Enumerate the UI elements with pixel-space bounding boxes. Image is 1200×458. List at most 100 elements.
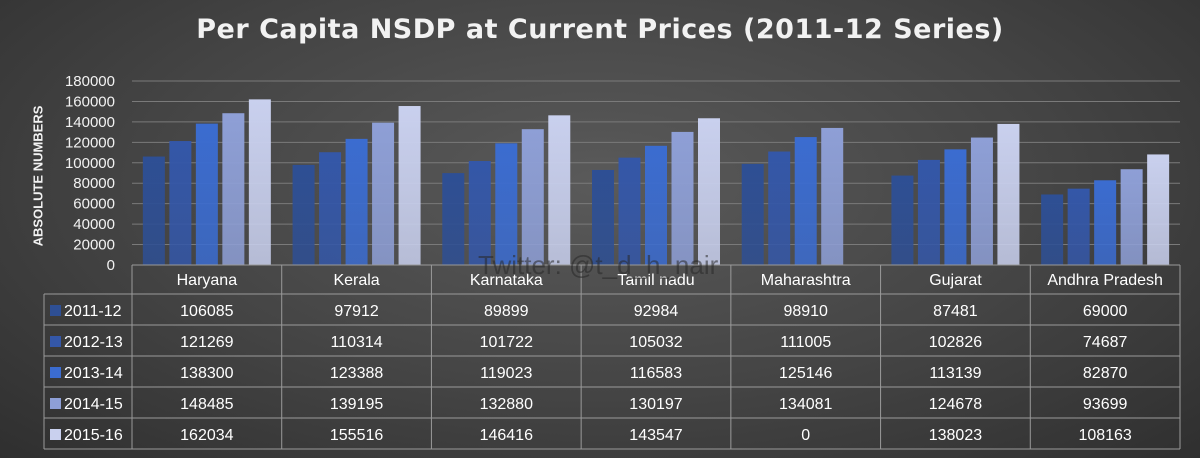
data-label: 138300: [180, 365, 233, 382]
bar: [319, 152, 342, 265]
bar: [997, 123, 1020, 265]
data-label: 82870: [1083, 365, 1128, 382]
bar: [1067, 188, 1090, 265]
data-label: 97912: [334, 303, 379, 320]
bar: [821, 127, 844, 265]
data-label: 155516: [330, 427, 383, 444]
data-label: 89899: [484, 303, 529, 320]
data-label: 108163: [1078, 427, 1131, 444]
data-label: 0: [801, 427, 810, 444]
y-tick-label: 80000: [73, 175, 115, 192]
data-label: 121269: [180, 334, 233, 351]
category-label: Haryana: [177, 272, 238, 289]
bar: [398, 106, 421, 265]
category-label: Gujarat: [929, 272, 982, 289]
y-tick-label: 140000: [65, 114, 115, 131]
bar: [345, 138, 368, 265]
data-label: 146416: [480, 427, 533, 444]
bar: [169, 141, 192, 265]
bar: [645, 145, 667, 265]
bar: [548, 115, 571, 265]
y-tick-label: 160000: [65, 93, 115, 110]
legend-entry: 2013-14: [64, 365, 123, 382]
data-label: 93699: [1083, 396, 1128, 413]
legend-swatch: [50, 336, 61, 347]
legend-swatch: [50, 398, 61, 409]
data-label: 125146: [779, 365, 832, 382]
y-tick-label: 180000: [65, 73, 115, 90]
data-label: 113139: [929, 365, 981, 382]
data-label: 111005: [780, 334, 831, 351]
data-label: 69000: [1083, 303, 1128, 320]
legend-swatch: [50, 305, 61, 316]
bar: [495, 143, 518, 265]
bar: [917, 159, 940, 265]
bar: [222, 113, 245, 265]
data-label: 143547: [629, 427, 682, 444]
data-label: 102826: [929, 334, 982, 351]
bar: [1120, 169, 1143, 265]
legend-swatch: [50, 429, 61, 440]
bar: [1041, 194, 1064, 265]
data-label: 132880: [480, 396, 533, 413]
bar: [468, 161, 491, 265]
legend-swatch: [50, 367, 61, 378]
y-tick-label: 120000: [65, 134, 115, 151]
data-label: 138023: [929, 427, 982, 444]
data-label: 87481: [933, 303, 978, 320]
data-label: 74687: [1083, 334, 1128, 351]
legend-entry: 2015-16: [64, 427, 123, 444]
y-tick-label: 60000: [73, 196, 115, 213]
y-tick-label: 40000: [73, 216, 115, 233]
bar: [442, 173, 465, 265]
legend-entry: 2012-13: [64, 334, 123, 351]
bar: [248, 99, 271, 266]
data-label: 139195: [330, 396, 383, 413]
bar: [195, 123, 218, 265]
data-label: 148485: [180, 396, 233, 413]
category-label: Tamil nadu: [617, 272, 694, 289]
bar: [944, 149, 967, 265]
data-label: 98910: [783, 303, 828, 320]
bar: [618, 157, 641, 265]
data-label: 119023: [480, 365, 532, 382]
bar: [698, 118, 720, 266]
watermark-text: Twitter: @t_d_h_nair: [478, 250, 719, 280]
legend-entry: 2011-12: [64, 303, 122, 320]
bar: [970, 137, 993, 265]
category-label: Maharashtra: [761, 272, 851, 289]
data-label: 162034: [180, 427, 233, 444]
data-label: 101722: [480, 334, 533, 351]
bar: [592, 169, 614, 265]
legend-entry: 2014-15: [64, 396, 123, 413]
category-label: Karnataka: [470, 272, 543, 289]
data-label: 116583: [630, 365, 682, 382]
data-label: 123388: [330, 365, 383, 382]
y-tick-label: 100000: [65, 155, 115, 172]
y-tick-label: 0: [107, 257, 115, 274]
data-label: 124678: [929, 396, 982, 413]
bar: [768, 151, 791, 265]
bar: [794, 137, 817, 265]
bar: [1094, 180, 1117, 265]
bar: [521, 129, 544, 265]
data-label: 105032: [629, 334, 682, 351]
bar: [741, 163, 764, 265]
bar: [1147, 154, 1170, 265]
bar: [372, 122, 395, 265]
bar: [292, 164, 315, 265]
data-label: 92984: [634, 303, 679, 320]
category-label: Kerala: [333, 272, 379, 289]
data-label: 106085: [180, 303, 233, 320]
y-tick-label: 20000: [73, 237, 115, 254]
data-label: 110314: [330, 334, 382, 351]
bar: [671, 131, 694, 265]
bar: [142, 156, 165, 265]
chart-title: Per Capita NSDP at Current Prices (2011-…: [196, 14, 1004, 45]
data-label: 134081: [779, 396, 832, 413]
bar: [891, 175, 914, 265]
data-label: 130197: [629, 396, 682, 413]
category-label: Andhra Pradesh: [1047, 272, 1163, 289]
